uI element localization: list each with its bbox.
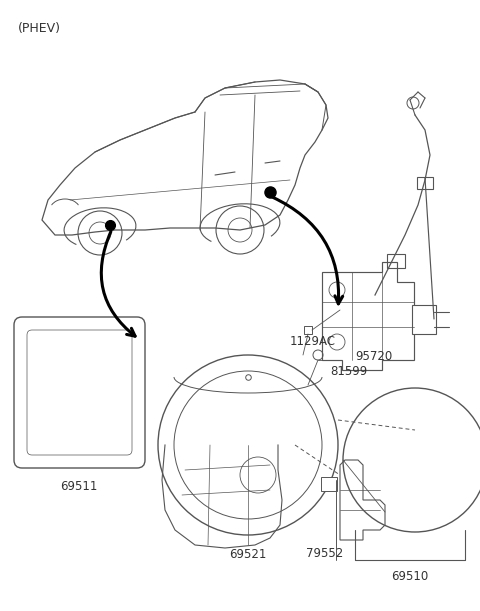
FancyBboxPatch shape <box>27 330 132 455</box>
FancyBboxPatch shape <box>387 254 405 268</box>
FancyBboxPatch shape <box>304 326 312 334</box>
Text: 79552: 79552 <box>306 547 344 560</box>
Text: 1129AC: 1129AC <box>290 335 336 348</box>
FancyBboxPatch shape <box>14 317 145 468</box>
Text: 81599: 81599 <box>330 365 367 378</box>
Text: (PHEV): (PHEV) <box>18 22 61 35</box>
FancyBboxPatch shape <box>412 305 436 334</box>
FancyBboxPatch shape <box>417 177 433 189</box>
Text: 95720: 95720 <box>355 350 392 363</box>
Text: 69521: 69521 <box>229 548 267 561</box>
FancyBboxPatch shape <box>321 477 337 491</box>
Text: 69511: 69511 <box>60 480 98 493</box>
Text: 69510: 69510 <box>391 570 429 583</box>
